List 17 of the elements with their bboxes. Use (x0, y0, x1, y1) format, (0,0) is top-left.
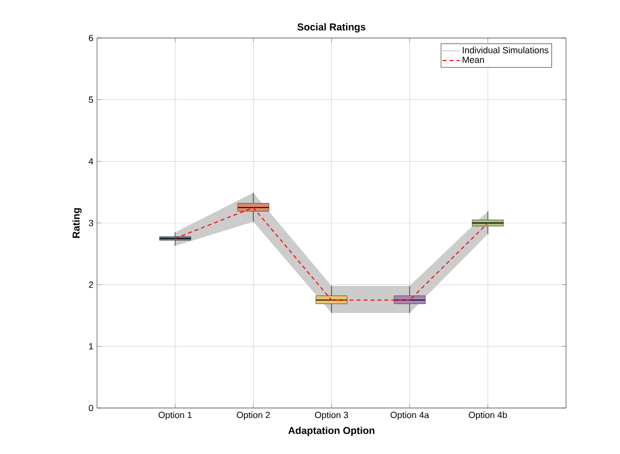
y-tick-label: 3 (88, 220, 94, 226)
x-tick-label: Option 1 (158, 412, 192, 420)
x-tick-label: Option 4a (390, 412, 430, 420)
legend-label: Mean (462, 56, 484, 63)
y-tick-label: 1 (89, 343, 94, 350)
y-axis-title: Rating (72, 208, 82, 238)
x-axis-title: Adaptation Option (288, 426, 374, 436)
y-tick-label: 6 (88, 34, 94, 42)
y-tick-label: 2 (88, 282, 94, 288)
y-tick-label: 4 (88, 158, 94, 164)
chart-title: Social Ratings (297, 23, 366, 32)
y-tick-label: 0 (88, 404, 94, 412)
x-tick-label: Option 3 (314, 412, 348, 420)
x-tick-label: Option 2 (236, 412, 270, 420)
x-tick-label: Option 4b (468, 412, 507, 420)
y-tick-label: 5 (88, 96, 94, 103)
legend-label: Individual Simulations (462, 46, 548, 54)
